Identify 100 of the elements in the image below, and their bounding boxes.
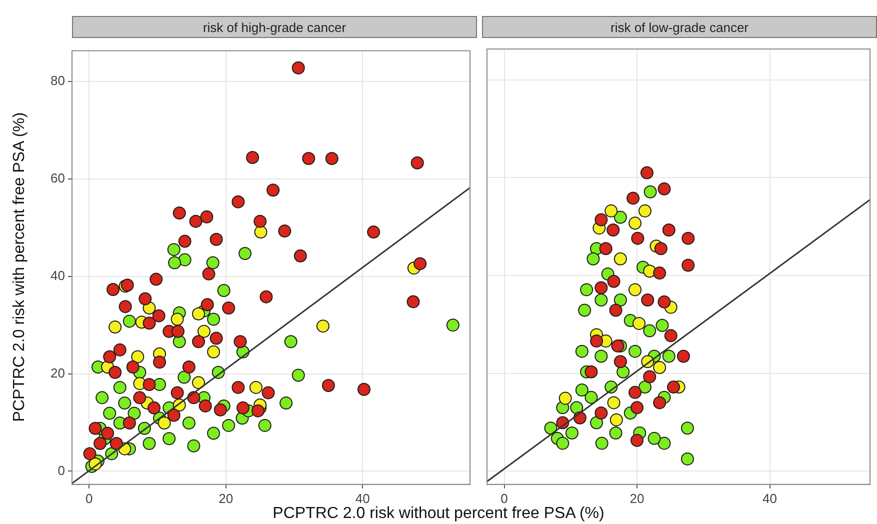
point (182, 416, 196, 430)
point (680, 422, 694, 435)
point (367, 226, 380, 239)
point (246, 150, 260, 164)
x-tick-label: 40 (355, 490, 370, 506)
point (260, 290, 273, 304)
point (628, 344, 642, 358)
point (654, 242, 668, 256)
point (189, 214, 202, 228)
point (643, 370, 656, 384)
point (252, 404, 265, 418)
point (108, 320, 122, 334)
point (302, 152, 316, 165)
point (200, 210, 214, 224)
point (358, 382, 371, 396)
point (658, 182, 671, 196)
point (410, 156, 424, 170)
point (628, 386, 642, 399)
point (662, 350, 676, 363)
point (182, 360, 196, 374)
point (658, 436, 671, 450)
x-tick-label: 20 (630, 490, 644, 506)
point (280, 396, 293, 410)
point (570, 401, 584, 414)
point (200, 298, 214, 312)
point (648, 432, 661, 445)
point (94, 436, 107, 450)
point (631, 232, 644, 245)
point (158, 416, 171, 430)
point (676, 350, 690, 363)
point (594, 350, 608, 363)
point (266, 184, 280, 197)
point (197, 324, 210, 338)
point (236, 401, 250, 414)
point (113, 380, 126, 394)
point (640, 166, 654, 180)
chart-title: risk of high-grade cancer (72, 16, 477, 38)
point (192, 376, 206, 390)
point (628, 283, 642, 296)
point (207, 426, 220, 440)
point (578, 304, 592, 317)
point (178, 234, 192, 248)
point (254, 214, 267, 228)
x-tick-label: 0 (85, 490, 93, 506)
point (643, 324, 656, 338)
point (118, 396, 132, 410)
point (122, 416, 136, 430)
point (607, 274, 620, 288)
point (656, 318, 669, 332)
point (594, 406, 608, 420)
point (653, 396, 666, 410)
point (638, 380, 652, 394)
point (103, 350, 116, 364)
point (322, 379, 335, 392)
point (614, 355, 627, 368)
point (110, 436, 123, 450)
point (662, 224, 676, 237)
point (178, 370, 191, 384)
point (586, 252, 600, 266)
point (630, 401, 644, 414)
point (609, 304, 622, 317)
point (126, 360, 140, 374)
point (278, 224, 292, 238)
point (167, 408, 180, 422)
y-tick-label: 20 (50, 365, 65, 380)
point (614, 252, 627, 266)
point (238, 246, 252, 260)
point (575, 344, 588, 358)
point (610, 413, 623, 426)
point (294, 249, 307, 262)
point (641, 293, 654, 306)
point (628, 216, 642, 230)
point (103, 406, 116, 420)
point (594, 213, 608, 226)
point (653, 360, 666, 374)
point (192, 307, 206, 320)
point (658, 295, 671, 308)
point (202, 267, 216, 280)
point (187, 439, 200, 452)
point (446, 318, 460, 332)
point (142, 436, 156, 450)
point (168, 256, 182, 270)
point (414, 257, 427, 270)
point (232, 195, 245, 208)
point (594, 281, 608, 294)
point (83, 447, 96, 460)
y-tick-label: 40 (50, 268, 65, 283)
point (644, 185, 657, 198)
point (138, 292, 152, 306)
point (222, 418, 236, 432)
point (584, 365, 598, 378)
point (575, 383, 588, 396)
point (590, 416, 604, 430)
point (607, 396, 620, 410)
point (630, 434, 644, 447)
x-axis-title: PCPTRC 2.0 risk without percent free PSA (%) (272, 505, 606, 523)
point (167, 243, 180, 256)
point (653, 266, 666, 280)
point (667, 380, 680, 394)
point (142, 316, 156, 330)
